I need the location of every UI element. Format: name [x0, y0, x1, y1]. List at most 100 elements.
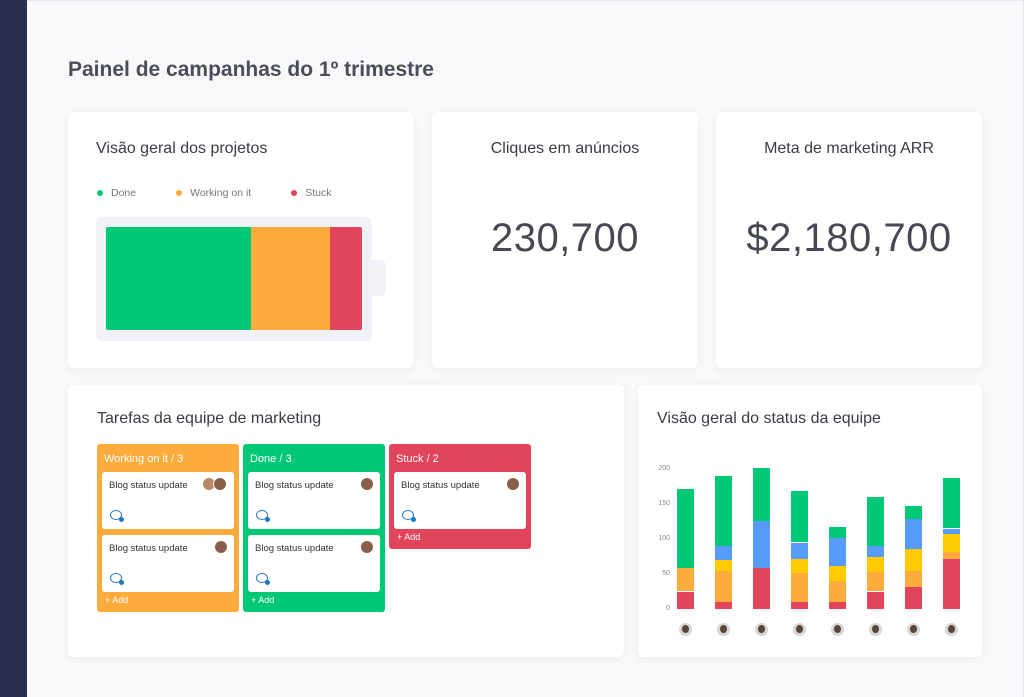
battery-segment-working: [251, 227, 330, 330]
ad-clicks-title: Cliques em anúncios: [490, 140, 640, 157]
team-member-avatar[interactable]: [945, 623, 958, 636]
bar-segment: [677, 568, 694, 592]
bar-segment: [715, 570, 732, 602]
chat-bubble-icon[interactable]: [402, 510, 416, 522]
task-card[interactable]: Blog status update: [394, 472, 526, 529]
assignee-avatar[interactable]: [360, 540, 374, 554]
y-tick-label: 0: [666, 605, 670, 612]
assignee-avatar[interactable]: [213, 477, 227, 491]
bar-segment: [829, 537, 846, 566]
left-navigation-rail: [0, 0, 27, 697]
assignee-avatar[interactable]: [360, 477, 374, 491]
arr-goal-card: Meta de marketing ARR $2,180,700: [716, 112, 982, 368]
dashboard-canvas: Painel de campanhas do 1º trimestre Visã…: [27, 0, 1024, 697]
team-status-title: Visão geral do status da equipe: [657, 410, 881, 427]
task-card[interactable]: Blog status update: [248, 535, 380, 592]
bar-segment: [791, 558, 808, 573]
bar-segment: [943, 558, 960, 609]
marketing-tasks-card: Tarefas da equipe de marketing Working o…: [68, 385, 624, 657]
legend-done: Done: [97, 187, 136, 199]
add-task-button[interactable]: + Add: [105, 595, 129, 605]
task-title: Blog status update: [109, 480, 188, 491]
bar-segment: [943, 528, 960, 535]
bar-segment: [905, 506, 922, 519]
kanban-column-done[interactable]: Done / 3 Blog status update Blog status …: [243, 444, 385, 612]
add-task-button[interactable]: + Add: [397, 532, 421, 542]
y-tick-label: 50: [662, 570, 670, 577]
bar-segment: [867, 591, 884, 609]
team-status-card: Visão geral do status da equipe 200 150 10…: [638, 385, 982, 657]
legend-done-label: Done: [111, 187, 137, 199]
bar-segment: [715, 560, 732, 571]
task-card[interactable]: Blog status update: [102, 535, 234, 592]
bar-segment: [791, 572, 808, 602]
ad-clicks-value: 230,700: [490, 216, 640, 260]
bar-segment: [905, 548, 922, 572]
legend-stuck-dot: [291, 190, 298, 196]
kanban-column-stuck[interactable]: Stuck / 2 Blog status update + Add: [389, 444, 531, 549]
team-member-avatar[interactable]: [907, 623, 920, 636]
team-member-avatar[interactable]: [755, 623, 768, 636]
team-member-avatar[interactable]: [717, 623, 730, 636]
marketing-tasks-title: Tarefas da equipe de marketing: [97, 410, 322, 427]
task-card[interactable]: Blog status update: [102, 472, 234, 529]
bar-segment: [753, 568, 770, 609]
team-member-avatar[interactable]: [679, 623, 692, 636]
assignee-avatar[interactable]: [506, 477, 520, 491]
team-member-avatar[interactable]: [869, 623, 882, 636]
legend-stuck: Stuck: [291, 187, 331, 199]
chat-bubble-icon[interactable]: [110, 510, 124, 522]
projects-overview-title: Visão geral dos projetos: [96, 140, 268, 157]
bar-segment: [943, 478, 960, 529]
bar-segment: [867, 571, 884, 592]
bar-segment: [829, 602, 846, 609]
bar-segment: [829, 527, 846, 538]
bar-segment: [867, 546, 884, 557]
bar-segment: [905, 571, 922, 587]
assignee-avatar[interactable]: [214, 540, 228, 554]
y-tick-label: 200: [658, 465, 670, 472]
chat-bubble-icon[interactable]: [256, 510, 270, 522]
bar-segment: [867, 556, 884, 572]
battery-segment-done: [106, 227, 251, 330]
battery-fill: [106, 227, 362, 330]
bar-segment: [829, 581, 846, 602]
projects-overview-card: Visão geral dos projetos Done Working on…: [68, 112, 413, 368]
legend-working: Working on it: [176, 187, 251, 199]
battery-segment-stuck: [330, 227, 362, 330]
task-title: Blog status update: [401, 480, 480, 491]
y-tick-label: 100: [658, 535, 670, 542]
kanban-column-working[interactable]: Working on it / 3 Blog status update Blo…: [97, 444, 239, 612]
bar-segment: [753, 520, 770, 569]
team-member-avatar[interactable]: [793, 623, 806, 636]
arr-goal-value: $2,180,700: [746, 216, 952, 260]
team-status-chart: 200 150 100 50 0: [638, 385, 982, 657]
team-member-avatar[interactable]: [831, 623, 844, 636]
bar-segment: [677, 591, 694, 609]
task-title: Blog status update: [255, 543, 334, 554]
bar-segment: [791, 542, 808, 559]
page-title: Painel de campanhas do 1º trimestre: [68, 58, 434, 81]
bar-segment: [943, 534, 960, 552]
ad-clicks-card: Cliques em anúncios 230,700: [432, 112, 698, 368]
add-task-button[interactable]: + Add: [251, 595, 275, 605]
battery-tip: [370, 260, 386, 296]
legend-stuck-label: Stuck: [305, 187, 332, 199]
bar-segment: [867, 497, 884, 546]
task-card[interactable]: Blog status update: [248, 472, 380, 529]
legend-done-dot: [97, 190, 103, 196]
legend-working-dot: [176, 190, 183, 196]
bar-segment: [715, 602, 732, 609]
kanban-column-working-header: Working on it / 3: [104, 453, 184, 465]
task-title: Blog status update: [255, 480, 334, 491]
chat-bubble-icon[interactable]: [110, 573, 124, 585]
bar-segment: [791, 602, 808, 609]
bar-segment: [677, 489, 694, 569]
bar-segment: [791, 491, 808, 543]
bar-segment: [715, 476, 732, 546]
status-legend: Done Working on it Stuck: [97, 187, 371, 199]
chat-bubble-icon[interactable]: [256, 573, 270, 585]
bar-segment: [943, 551, 960, 559]
task-title: Blog status update: [109, 543, 188, 554]
kanban-column-stuck-header: Stuck / 2: [396, 453, 439, 465]
